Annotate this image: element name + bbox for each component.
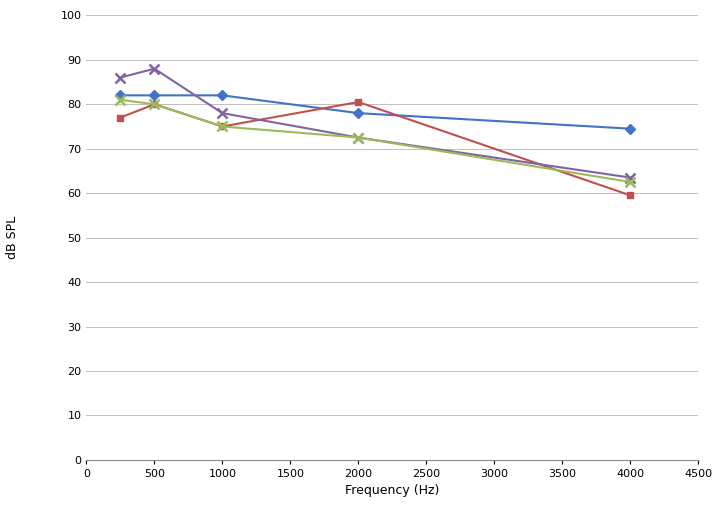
Violin [218,110,227,116]
Trumpet [626,192,635,198]
Line: Effective Quiet (Mills et al.): Effective Quiet (Mills et al.) [117,92,634,132]
Clarinet [626,179,635,185]
Violin [150,65,158,72]
Clarinet [116,97,125,103]
Clarinet [150,101,158,107]
Clarinet [218,123,227,129]
Trumpet [116,114,125,121]
Y-axis label: dB SPL: dB SPL [6,216,19,259]
Clarinet [354,134,363,141]
Effective Quiet (Mills et al.) [116,92,125,99]
Effective Quiet (Mills et al.) [218,92,227,99]
Violin [354,134,363,141]
X-axis label: Frequency (Hz): Frequency (Hz) [345,484,440,498]
Violin [116,75,125,81]
Trumpet [354,99,363,105]
Trumpet [150,101,158,107]
Line: Trumpet: Trumpet [117,99,634,199]
Trumpet [218,123,227,129]
Effective Quiet (Mills et al.) [354,110,363,116]
Effective Quiet (Mills et al.) [626,126,635,132]
Line: Clarinet: Clarinet [115,95,635,187]
Line: Violin: Violin [115,64,635,182]
Violin [626,175,635,181]
Effective Quiet (Mills et al.) [150,92,158,99]
